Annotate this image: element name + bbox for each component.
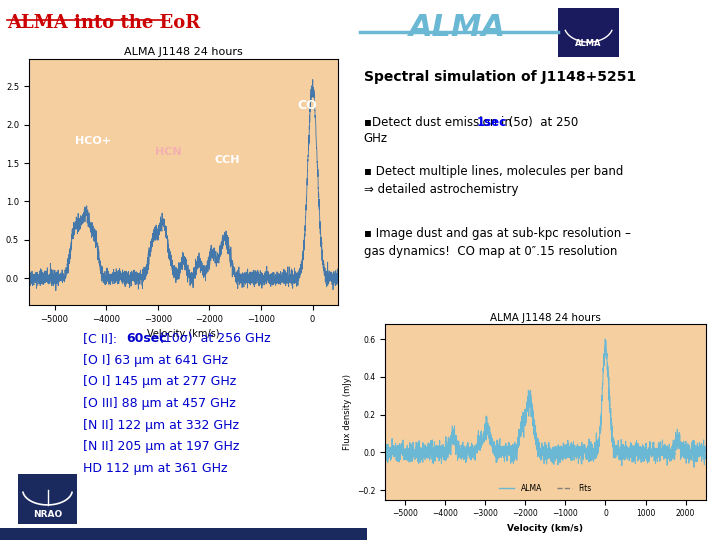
Text: ▪Detect dust emission in: ▪Detect dust emission in [364,116,516,129]
Text: ALMA into the EoR: ALMA into the EoR [7,14,200,31]
Text: [O III] 88 μm at 457 GHz: [O III] 88 μm at 457 GHz [83,397,235,410]
Text: GHz: GHz [364,132,388,145]
Text: CCH: CCH [215,155,240,165]
Text: [N II] 205 μm at 197 GHz: [N II] 205 μm at 197 GHz [83,440,239,453]
Title: ALMA J1148 24 hours: ALMA J1148 24 hours [125,47,243,57]
X-axis label: Velocity (km/s): Velocity (km/s) [148,329,220,339]
Text: HCN: HCN [156,147,182,157]
Text: 1sec: 1sec [477,116,507,129]
Text: [O I] 63 μm at 641 GHz: [O I] 63 μm at 641 GHz [83,354,228,367]
Text: 60sec: 60sec [126,332,166,345]
Text: ALMA: ALMA [575,38,602,48]
Text: ▪ Image dust and gas at sub-kpc resolution –
gas dynamics!  CO map at 0″.15 reso: ▪ Image dust and gas at sub-kpc resoluti… [364,227,631,258]
Text: [C II]:: [C II]: [83,332,121,345]
Text: HD 112 μm at 361 GHz: HD 112 μm at 361 GHz [83,462,228,475]
X-axis label: Velocity (km/s): Velocity (km/s) [508,524,583,533]
Text: (10σ)  at 256 GHz: (10σ) at 256 GHz [155,332,271,345]
Text: ▪ Detect multiple lines, molecules per band
⇒ detailed astrochemistry: ▪ Detect multiple lines, molecules per b… [364,165,623,195]
Text: HCO+: HCO+ [76,136,112,146]
Title: ALMA J1148 24 hours: ALMA J1148 24 hours [490,313,600,323]
Text: (5σ)  at 250: (5σ) at 250 [505,116,579,129]
Y-axis label: Flux density (mJy): Flux density (mJy) [343,374,351,450]
Text: [N II] 122 μm at 332 GHz: [N II] 122 μm at 332 GHz [83,418,239,431]
Text: CO: CO [297,99,317,112]
Text: [O I] 145 μm at 277 GHz: [O I] 145 μm at 277 GHz [83,375,236,388]
Text: NRAO: NRAO [33,510,62,519]
Text: Spectral simulation of J1148+5251: Spectral simulation of J1148+5251 [364,70,636,84]
Text: ALMA: ALMA [409,14,505,43]
Legend: ALMA, Fits: ALMA, Fits [496,481,595,496]
